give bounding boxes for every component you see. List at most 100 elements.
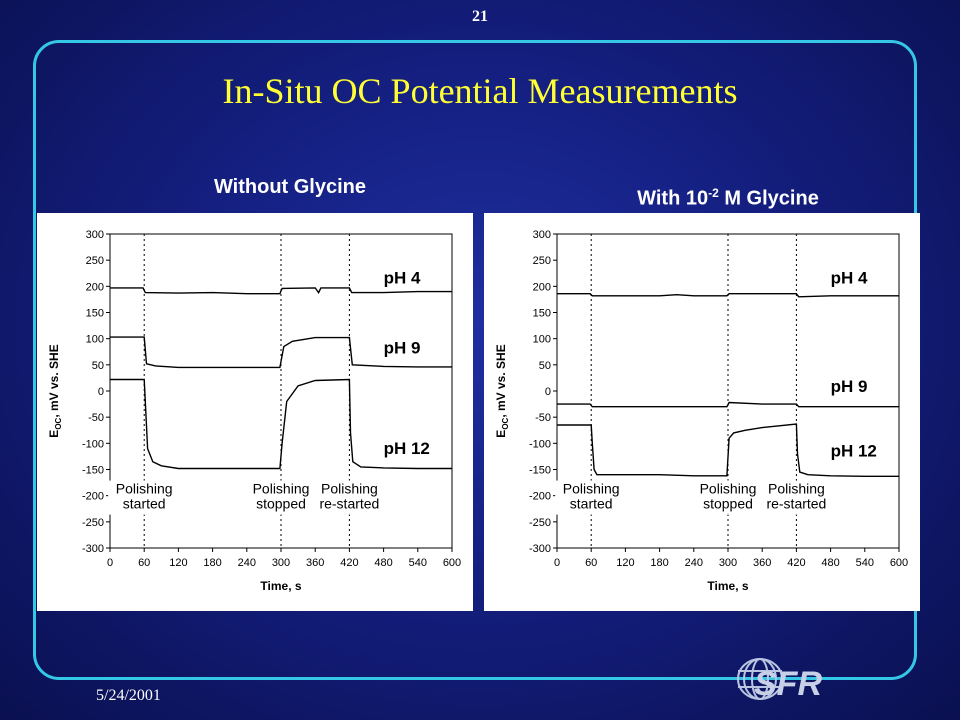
series-label: pH 4 [831, 269, 868, 288]
y-tick-label: 200 [86, 281, 104, 293]
annotation-text: started [123, 496, 166, 512]
y-tick-label: 250 [86, 255, 104, 267]
series-label: pH 9 [384, 338, 421, 357]
y-axis-label-rest: , mV vs. SHE [47, 344, 61, 417]
annotation-text: Polishing [253, 481, 310, 497]
x-tick-label: 60 [138, 557, 150, 569]
x-tick-label: 0 [554, 557, 560, 569]
series-line [110, 336, 452, 369]
x-tick-label: 120 [616, 557, 634, 569]
y-tick-label: 200 [533, 281, 551, 293]
y-axis-label-rest: , mV vs. SHE [494, 344, 508, 417]
y-tick-label: 150 [533, 308, 551, 320]
annotation-text: re-started [319, 496, 379, 512]
y-tick-label: -50 [88, 412, 104, 424]
y-tick-label: 300 [86, 229, 104, 241]
annotation-bg [760, 480, 833, 515]
series-line [557, 423, 899, 477]
annotation-bg [108, 480, 181, 515]
y-tick-label: 150 [86, 308, 104, 320]
logo-icon: SFR [737, 658, 822, 703]
y-tick-label: -250 [82, 517, 104, 529]
x-tick-label: 300 [272, 557, 290, 569]
annotation-bg [245, 480, 317, 515]
x-tick-label: 420 [340, 557, 358, 569]
series-label: pH 12 [831, 441, 877, 460]
series-label: pH 12 [384, 439, 430, 458]
y-tick-label: 0 [545, 386, 551, 398]
series-label: pH 9 [831, 377, 868, 396]
annotation-text: started [570, 496, 613, 512]
chart-with-glycine: 300 250 200 150 100 50 0 -50 -100 -150 -200 -250 -30… [484, 213, 920, 611]
x-tick-label: 480 [821, 557, 839, 569]
y-tick-label: -300 [82, 543, 104, 555]
x-tick-label: 240 [238, 557, 256, 569]
y-tick-label: 0 [98, 386, 104, 398]
svg-text:SFR: SFR [754, 665, 822, 703]
chart-svg-with-glycine: 300 250 200 150 100 50 0 -50 -100 -150 -200 -250 -30… [494, 229, 908, 593]
series-line [110, 287, 452, 295]
y-axis-label-main: E [494, 430, 508, 438]
y-tick-label: -200 [529, 491, 551, 503]
y-axis-label: EOC, mV vs. SHE [47, 344, 63, 437]
right-heading-pre: With 10 [637, 187, 709, 210]
chart-without-glycine: 300 250 200 150 100 50 0 -50 -100 -150 -200 -250 -30… [37, 213, 473, 611]
annotation-bg [555, 480, 628, 515]
x-tick-label: 60 [585, 557, 597, 569]
x-tick-label: 180 [203, 557, 221, 569]
y-tick-label: -150 [82, 465, 104, 477]
y-tick-label: 50 [539, 360, 551, 372]
y-axis-label: EOC, mV vs. SHE [494, 344, 510, 437]
slide-number: 21 [472, 8, 488, 25]
x-tick-label: 240 [685, 557, 703, 569]
slide-date: 5/24/2001 [96, 687, 161, 704]
annotation-text: Polishing [768, 481, 825, 497]
y-axis-label-sub: OC [54, 417, 63, 429]
x-tick-label: 0 [107, 557, 113, 569]
annotation-text: Polishing [321, 481, 378, 497]
x-tick-label: 540 [856, 557, 874, 569]
y-tick-label: 100 [86, 334, 104, 346]
slide-title: In-Situ OC Potential Measurements [222, 71, 738, 111]
annotation-text: Polishing [116, 481, 173, 497]
x-tick-label: 420 [787, 557, 805, 569]
right-heading-post: M Glycine [718, 187, 819, 210]
annotation-bg [692, 480, 764, 515]
right-heading-exponent: -2 [708, 186, 719, 200]
y-tick-label: -200 [82, 491, 104, 503]
chart-svg-without-glycine: 300 250 200 150 100 50 0 -50 -100 -150 -200 -250 -30… [47, 229, 461, 593]
annotation-text: stopped [703, 496, 753, 512]
x-tick-label: 600 [443, 557, 461, 569]
x-tick-label: 360 [753, 557, 771, 569]
annotation-text: re-started [766, 496, 826, 512]
x-tick-label: 600 [890, 557, 908, 569]
annotation-text: stopped [256, 496, 306, 512]
x-tick-label: 540 [409, 557, 427, 569]
x-axis-label: Time, s [707, 579, 748, 593]
y-tick-label: 250 [533, 255, 551, 267]
x-tick-label: 300 [719, 557, 737, 569]
y-tick-label: -100 [529, 438, 551, 450]
x-tick-label: 120 [169, 557, 187, 569]
x-tick-label: 360 [306, 557, 324, 569]
y-tick-label: 50 [92, 360, 104, 372]
left-panel-heading: Without Glycine [213, 176, 367, 198]
right-panel-heading: With 10-2 M Glycine [578, 186, 878, 211]
y-tick-label: -100 [82, 438, 104, 450]
x-axis-label: Time, s [260, 579, 301, 593]
sfr-logo: SFR [734, 653, 844, 710]
annotation-bg [313, 480, 386, 515]
y-tick-label: -250 [529, 517, 551, 529]
annotation-text: Polishing [700, 481, 757, 497]
y-tick-label: -300 [529, 543, 551, 555]
series-line [557, 292, 899, 298]
y-axis-label-sub: OC [501, 417, 510, 429]
series-line [557, 401, 899, 408]
x-tick-label: 480 [374, 557, 392, 569]
series-label: pH 4 [384, 269, 421, 288]
y-tick-label: 100 [533, 334, 551, 346]
